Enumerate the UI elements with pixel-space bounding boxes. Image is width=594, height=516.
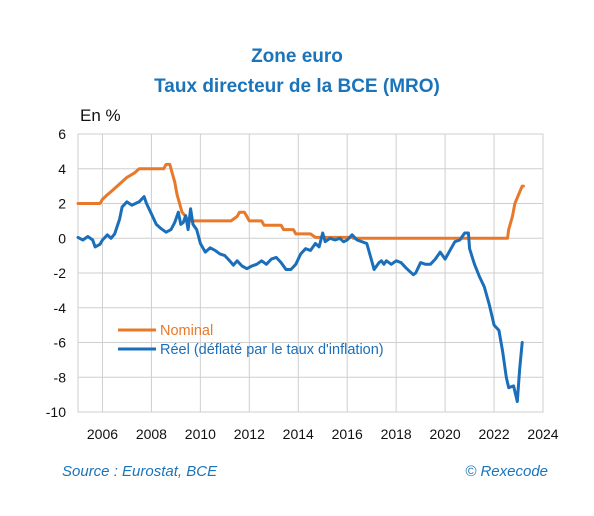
- legend-label-nominal: Nominal: [160, 323, 213, 339]
- x-tick-label: 2018: [381, 426, 412, 442]
- y-axis-label: En %: [80, 106, 121, 125]
- x-tick-label: 2016: [332, 426, 363, 442]
- y-tick-label: 6: [58, 126, 66, 142]
- source-note: Source : Eurostat, BCE: [62, 463, 218, 480]
- x-tick-label: 2006: [87, 426, 118, 442]
- x-tick-label: 2022: [478, 426, 509, 442]
- series-line-reel: [76, 195, 524, 404]
- chart-title-line1: Zone euro: [251, 46, 343, 67]
- y-tick-label: -4: [54, 300, 67, 316]
- series-line-nominal: [76, 162, 525, 240]
- x-tick-label: 2014: [283, 426, 314, 442]
- y-tick-label: 2: [58, 196, 66, 212]
- x-tick-label: 2012: [234, 426, 265, 442]
- x-tick-label: 2010: [185, 426, 216, 442]
- legend-label-reel: Réel (déflaté par le taux d'inflation): [160, 342, 384, 358]
- y-tick-label: -8: [54, 369, 67, 385]
- copyright-note: © Rexecode: [465, 463, 548, 480]
- y-tick-label: -10: [46, 404, 66, 420]
- y-tick-label: -6: [54, 335, 67, 351]
- y-tick-label: 4: [58, 161, 66, 177]
- y-tick-label: 0: [58, 230, 66, 246]
- x-tick-label: 2020: [430, 426, 461, 442]
- chart-title-line2: Taux directeur de la BCE (MRO): [154, 76, 440, 97]
- x-tick-label: 2008: [136, 426, 167, 442]
- y-tick-label: -2: [54, 265, 67, 281]
- x-tick-label: 2024: [527, 426, 558, 442]
